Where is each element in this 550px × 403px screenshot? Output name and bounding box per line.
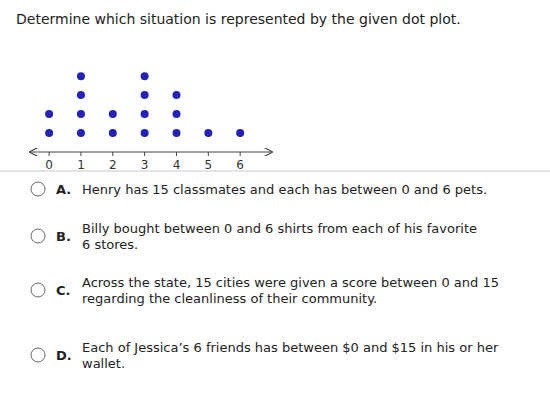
dot — [109, 129, 117, 137]
x-tick — [240, 152, 241, 156]
dot — [141, 91, 149, 99]
dot — [236, 129, 244, 137]
x-tick — [80, 152, 81, 156]
answer-label: D. — [56, 348, 72, 363]
answer-label: B. — [56, 229, 71, 244]
radio-button[interactable] — [31, 229, 45, 243]
answer-text: Billy bought between 0 and 6 shirts from… — [82, 221, 477, 252]
x-tick — [176, 152, 177, 156]
x-tick — [112, 152, 113, 156]
x-tick-label: 1 — [77, 158, 85, 172]
radio-button[interactable] — [31, 283, 45, 297]
dot — [172, 110, 180, 118]
answer-text-line: Across the state, 15 cities were given a… — [82, 275, 499, 290]
answer-label: C. — [56, 283, 70, 298]
chart-container: Determine which situation is represented… — [0, 0, 550, 403]
title: Determine which situation is represented… — [16, 11, 461, 27]
dot — [141, 129, 149, 137]
separator — [0, 171, 550, 172]
radio-button[interactable] — [31, 182, 45, 196]
x-tick — [144, 152, 145, 156]
x-tick-label: 0 — [45, 158, 53, 172]
answer-text-line: Each of Jessica’s 6 friends has between … — [82, 340, 499, 355]
chart: Determine which situation is represented… — [0, 0, 550, 403]
dot — [77, 110, 85, 118]
answer-text-line: Henry has 15 classmates and each has bet… — [82, 182, 487, 197]
dot — [77, 91, 85, 99]
dot — [77, 129, 85, 137]
x-tick-label: 3 — [141, 158, 149, 172]
dot — [109, 110, 117, 118]
dot — [141, 110, 149, 118]
dot — [77, 72, 85, 80]
dot — [172, 91, 180, 99]
x-tick — [208, 152, 209, 156]
x-tick-label: 2 — [109, 158, 117, 172]
answer-text-line: 6 stores. — [82, 237, 138, 252]
x-axis-line — [30, 151, 272, 152]
x-tick — [49, 152, 50, 156]
answer-label: A. — [56, 182, 71, 197]
dot — [204, 129, 212, 137]
answer-text-line: Billy bought between 0 and 6 shirts from… — [82, 221, 477, 236]
dot — [172, 129, 180, 137]
answer-text: Across the state, 15 cities were given a… — [82, 275, 499, 306]
dot — [45, 129, 53, 137]
dot — [45, 110, 53, 118]
answer-text: Henry has 15 classmates and each has bet… — [82, 182, 487, 197]
x-tick-label: 6 — [236, 158, 244, 172]
x-tick-label: 5 — [204, 158, 212, 172]
answer-text-line: wallet. — [82, 356, 125, 371]
answer-text-line: regarding the cleanliness of their commu… — [82, 291, 377, 306]
dot — [141, 72, 149, 80]
x-tick-label: 4 — [173, 158, 181, 172]
answer-text: Each of Jessica’s 6 friends has between … — [82, 340, 499, 371]
dots — [45, 72, 244, 137]
radio-button[interactable] — [31, 348, 45, 362]
